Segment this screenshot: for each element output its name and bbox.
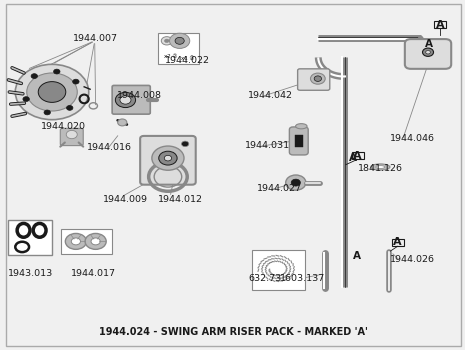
- Bar: [295, 135, 303, 147]
- Text: 1943.013: 1943.013: [8, 269, 53, 278]
- Text: 1944.009: 1944.009: [103, 195, 148, 204]
- Text: 1841.126: 1841.126: [358, 163, 403, 173]
- FancyBboxPatch shape: [298, 69, 330, 90]
- Circle shape: [71, 238, 80, 245]
- Text: 1944.046: 1944.046: [390, 134, 435, 143]
- Text: 1944.017: 1944.017: [71, 269, 116, 278]
- Circle shape: [164, 155, 172, 161]
- Text: 1944.016: 1944.016: [87, 143, 132, 152]
- Circle shape: [165, 39, 169, 43]
- Text: A: A: [393, 237, 402, 247]
- Bar: [252, 250, 305, 290]
- Circle shape: [66, 131, 77, 139]
- Ellipse shape: [371, 164, 390, 170]
- Circle shape: [314, 76, 321, 82]
- Text: 632.73: 632.73: [249, 274, 282, 283]
- Text: 1944.024 - SWING ARM RISER PACK - MARKED 'A': 1944.024 - SWING ARM RISER PACK - MARKED…: [99, 327, 368, 337]
- Text: 1944.026: 1944.026: [390, 255, 435, 264]
- FancyBboxPatch shape: [140, 136, 196, 185]
- Circle shape: [91, 238, 100, 245]
- Circle shape: [23, 97, 29, 102]
- Text: x1 ③: x1 ③: [181, 56, 194, 61]
- Circle shape: [118, 119, 127, 126]
- Circle shape: [65, 233, 86, 249]
- FancyBboxPatch shape: [112, 85, 150, 114]
- Circle shape: [181, 141, 189, 147]
- Bar: [392, 239, 404, 246]
- Circle shape: [175, 37, 184, 44]
- Bar: [352, 152, 364, 160]
- Circle shape: [115, 92, 136, 107]
- Bar: [8, 220, 52, 254]
- Circle shape: [73, 79, 79, 84]
- Text: 1944.012: 1944.012: [158, 195, 203, 204]
- Text: 1944.008: 1944.008: [117, 91, 162, 100]
- Ellipse shape: [296, 124, 307, 129]
- Text: A: A: [349, 153, 357, 163]
- Circle shape: [159, 151, 177, 165]
- Text: A: A: [353, 251, 361, 261]
- Circle shape: [31, 74, 38, 78]
- Text: A: A: [425, 38, 432, 49]
- FancyBboxPatch shape: [405, 39, 451, 69]
- Text: 1944.027: 1944.027: [257, 184, 302, 193]
- Text: A: A: [436, 20, 444, 29]
- Text: 1944.020: 1944.020: [41, 122, 86, 131]
- Bar: [61, 229, 112, 254]
- Circle shape: [38, 82, 66, 102]
- Circle shape: [291, 179, 300, 186]
- Circle shape: [161, 37, 173, 45]
- Circle shape: [311, 73, 325, 84]
- Text: 1944.007: 1944.007: [73, 34, 118, 43]
- Circle shape: [85, 233, 106, 249]
- Circle shape: [44, 110, 50, 115]
- FancyBboxPatch shape: [60, 128, 83, 146]
- Text: x2 ②: x2 ②: [164, 54, 177, 59]
- Ellipse shape: [376, 166, 385, 168]
- Circle shape: [120, 96, 131, 104]
- Circle shape: [152, 146, 184, 170]
- Circle shape: [53, 69, 60, 74]
- Circle shape: [426, 50, 430, 54]
- FancyBboxPatch shape: [289, 127, 308, 155]
- Circle shape: [423, 48, 433, 56]
- Circle shape: [66, 105, 73, 110]
- Circle shape: [27, 73, 77, 111]
- Text: 1944.042: 1944.042: [247, 91, 292, 100]
- Bar: [434, 21, 446, 28]
- Text: A: A: [353, 150, 362, 161]
- Circle shape: [170, 33, 190, 48]
- Text: 1603.137: 1603.137: [279, 274, 325, 283]
- Text: 1944.022: 1944.022: [165, 56, 210, 65]
- Bar: [158, 33, 199, 64]
- Circle shape: [15, 64, 89, 120]
- Circle shape: [286, 175, 306, 190]
- Text: 1944.031: 1944.031: [245, 141, 290, 150]
